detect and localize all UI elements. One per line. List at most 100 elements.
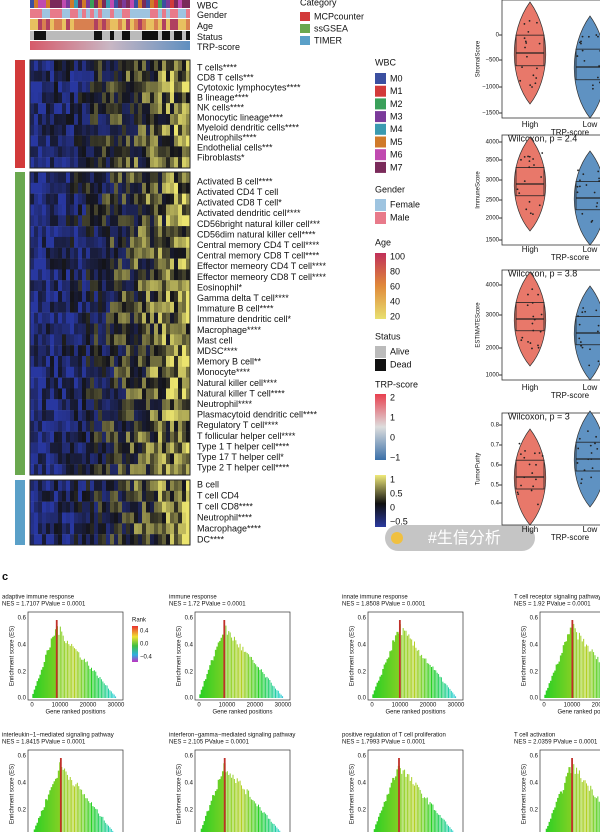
annotation-label: Age: [197, 21, 213, 31]
age-cell: [110, 19, 114, 30]
heatmap-cell: [102, 334, 107, 346]
heatmap-cell: [106, 182, 111, 194]
heatmap-cell: [58, 124, 63, 136]
heatmap-cell: [146, 204, 151, 216]
heatmap-cell: [134, 236, 139, 248]
heatmap-cell: [34, 92, 39, 104]
heatmap-cell: [98, 204, 103, 216]
heatmap-cell: [98, 258, 103, 270]
gsea-ylabel: Enrichment score (ES): [350, 626, 356, 686]
heatmap-cell: [34, 431, 39, 443]
heatmap-cell: [90, 215, 95, 227]
wbc-cell: [98, 0, 102, 8]
gender-cell: [82, 9, 86, 18]
legend-tick: 20: [390, 311, 400, 321]
gsea-stats: NES = 1.72 PValue = 0.0001: [169, 602, 246, 608]
point: [530, 489, 533, 492]
heatmap-cell: [62, 81, 67, 93]
heatmap-cell: [166, 323, 171, 335]
heatmap-cell: [46, 135, 51, 147]
heatmap-cell: [62, 157, 67, 169]
point: [592, 87, 594, 90]
heatmap-cell: [142, 399, 147, 411]
gsea-stats: NES = 2.105 PValue = 0.0001: [169, 740, 250, 746]
heatmap-cell: [122, 388, 127, 400]
heatmap-cell: [158, 464, 163, 476]
heatmap-cell: [50, 182, 55, 194]
heatmap-cell: [138, 388, 143, 400]
category-bar: [15, 172, 25, 475]
gender-cell: [42, 9, 46, 18]
heatmap-cell: [158, 135, 163, 147]
heatmap-cell: [42, 291, 47, 303]
heatmap-cell: [130, 172, 135, 184]
heatmap-cell: [106, 410, 111, 422]
heatmap-cell: [50, 124, 55, 136]
heatmap-cell: [174, 70, 179, 82]
legend-swatch: [375, 199, 386, 211]
gsea-xtick: 10000: [564, 703, 581, 709]
point: [578, 337, 581, 340]
heatmap-cell: [170, 204, 175, 216]
heatmap-cell: [98, 124, 103, 136]
heatmap-cell: [178, 135, 183, 147]
heatmap-cell: [146, 345, 151, 357]
heatmap-cell: [118, 534, 123, 546]
heatmap-cell: [126, 334, 131, 346]
heatmap-cell: [126, 172, 131, 184]
heatmap-cell: [154, 399, 159, 411]
heatmap-cell: [74, 534, 79, 546]
age-cell: [94, 19, 98, 30]
heatmap-cell: [110, 124, 115, 136]
heatmap-cell: [46, 388, 51, 400]
heatmap-cell: [38, 236, 43, 248]
heatmap-cell: [126, 215, 131, 227]
heatmap-cell: [114, 501, 119, 513]
heatmap-cell: [78, 420, 83, 432]
heatmap-cell: [30, 312, 35, 324]
heatmap-cell: [158, 345, 163, 357]
wbc-cell: [142, 0, 146, 8]
legend-item: TIMER: [314, 35, 342, 45]
heatmap-cell: [54, 399, 59, 411]
heatmap-cell: [94, 442, 99, 454]
heatmap-cell: [90, 157, 95, 169]
heatmap-cell: [146, 182, 151, 194]
heatmap-cell: [102, 236, 107, 248]
legend-item: M7: [390, 162, 403, 172]
heatmap-cell: [146, 377, 151, 389]
gsea-ylabel: Enrichment score (ES): [10, 764, 16, 824]
heatmap-cell: [102, 92, 107, 104]
heatmap-cell: [130, 501, 135, 513]
heatmap-cell: [186, 366, 191, 378]
age-cell: [54, 19, 58, 30]
heatmap-cell: [50, 215, 55, 227]
point: [578, 185, 581, 188]
heatmap-cell: [66, 60, 71, 71]
status-cell: [102, 31, 106, 40]
heatmap-cell: [114, 114, 119, 125]
heatmap-cell: [118, 410, 123, 422]
heatmap-cell: [70, 366, 75, 378]
heatmap-cell: [66, 312, 71, 324]
heatmap-cell: [54, 258, 59, 270]
gsea-xtick: 20000: [420, 703, 437, 709]
point: [597, 324, 600, 327]
heatmap-cell: [46, 301, 51, 313]
gsea-xlabel: Gene ranked positions: [212, 710, 272, 716]
violin-xlabel: TRP-score: [551, 128, 590, 137]
heatmap-cell: [162, 345, 167, 357]
rank-tick: −0.4: [140, 655, 153, 661]
heatmap-cell: [34, 490, 39, 502]
row-label: Monocytic lineage****: [197, 112, 284, 122]
heatmap-cell: [146, 410, 151, 422]
heatmap-cell: [146, 81, 151, 93]
gsea-xlabel: Gene ranked positions: [385, 710, 445, 716]
row-label: Central memory CD4 T cell****: [197, 240, 320, 250]
heatmap-cell: [158, 92, 163, 104]
heatmap-cell: [138, 501, 143, 513]
heatmap-cell: [114, 480, 119, 492]
heatmap-cell: [46, 480, 51, 492]
heatmap-cell: [162, 323, 167, 335]
heatmap-cell: [86, 103, 91, 115]
